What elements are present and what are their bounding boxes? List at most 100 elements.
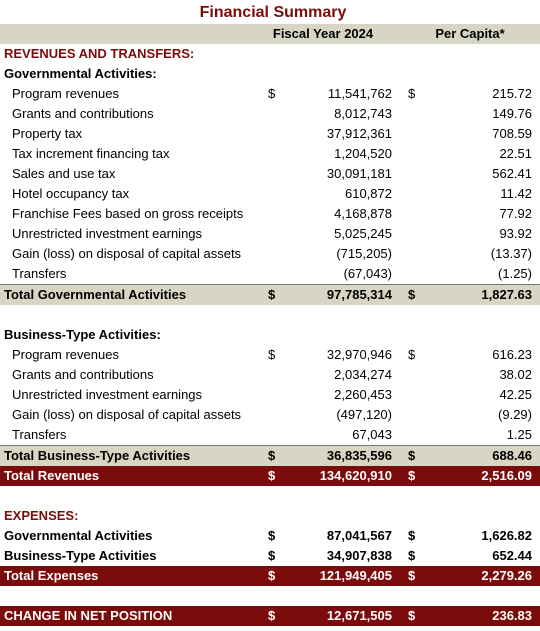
fiscal-year-amount: 4,168,878 [334, 206, 392, 221]
fiscal-year-amount: 134,620,910 [319, 468, 392, 483]
expenses-section-row: EXPENSES: [0, 506, 540, 526]
dollar-sign: $ [408, 528, 416, 543]
per-capita-amount: 1,626.82 [481, 528, 532, 543]
total-revenues-row: Total Revenues $134,620,910 $2,516.09 [0, 466, 540, 486]
row-label: Transfers [12, 266, 67, 281]
row-label: Transfers [12, 427, 67, 442]
table-row: Tax increment financing tax 1,204,520 22.5… [0, 144, 540, 164]
business-heading-row: Business-Type Activities: [0, 325, 540, 345]
row-label: Unrestricted investment earnings [12, 226, 203, 241]
row-label: Program revenues [12, 86, 119, 101]
per-capita-amount: 42.25 [499, 387, 532, 402]
row-label: Unrestricted investment earnings [12, 387, 203, 402]
row-label: Grants and contributions [12, 106, 154, 121]
dollar-sign: $ [408, 568, 416, 583]
net-position-row: CHANGE IN NET POSITION $12,671,505 $236.83 [0, 606, 540, 626]
row-label: Program revenues [12, 347, 119, 362]
dollar-sign: $ [408, 608, 416, 623]
spacer [0, 586, 540, 606]
fiscal-year-header: Fiscal Year 2024 [272, 26, 374, 41]
dollar-sign: $ [268, 548, 276, 563]
row-label: Total Governmental Activities [4, 287, 187, 302]
per-capita-amount: 38.02 [499, 367, 532, 382]
per-capita-amount: 77.92 [499, 206, 532, 221]
per-capita-amount: 562.41 [492, 166, 532, 181]
fiscal-year-amount: 2,260,453 [334, 387, 392, 402]
dollar-sign: $ [408, 86, 416, 101]
revenues-section-heading: REVENUES AND TRANSFERS: [4, 46, 195, 61]
fiscal-year-amount: 121,949,405 [319, 568, 392, 583]
table-row: Hotel occupancy tax 610,872 11.42 [0, 184, 540, 204]
row-label: Franchise Fees based on gross receipts [12, 206, 244, 221]
dollar-sign: $ [268, 448, 276, 463]
table-row: Gain (loss) on disposal of capital asset… [0, 405, 540, 425]
row-label: Tax increment financing tax [12, 146, 170, 161]
fiscal-year-amount: 32,970,946 [326, 347, 392, 362]
row-label: Gain (loss) on disposal of capital asset… [12, 246, 242, 261]
table-row: Franchise Fees based on gross receipts 4,… [0, 204, 540, 224]
fiscal-year-amount: 2,034,274 [334, 367, 392, 382]
expenses-section-heading: EXPENSES: [4, 508, 79, 523]
total-governmental-row: Total Governmental Activities $97,785,314… [0, 284, 540, 305]
fiscal-year-amount: 36,835,596 [326, 448, 392, 463]
table-row: Grants and contributions 8,012,743 149.76 [0, 104, 540, 124]
fiscal-year-amount: 5,025,245 [334, 226, 392, 241]
fiscal-year-amount: 12,671,505 [326, 608, 392, 623]
table-row: Unrestricted investment earnings 2,260,45… [0, 385, 540, 405]
per-capita-amount: 215.72 [492, 86, 532, 101]
total-expenses-row: Total Expenses $121,949,405 $2,279.26 [0, 566, 540, 586]
fiscal-year-amount: 1,204,520 [334, 146, 392, 161]
spacer [0, 486, 540, 506]
row-label: Sales and use tax [12, 166, 116, 181]
table-row: Program revenues $32,970,946 $616.23 [0, 345, 540, 365]
fiscal-year-amount: 610,872 [345, 186, 392, 201]
table-row: Sales and use tax 30,091,181 562.41 [0, 164, 540, 184]
fiscal-year-amount: 87,041,567 [326, 528, 392, 543]
dollar-sign: $ [268, 608, 276, 623]
row-label: Business-Type Activities [4, 548, 157, 563]
fiscal-year-amount: 8,012,743 [334, 106, 392, 121]
per-capita-amount: 11.42 [500, 186, 532, 201]
dollar-sign: $ [268, 468, 276, 483]
dollar-sign: $ [408, 287, 416, 302]
dollar-sign: $ [268, 528, 276, 543]
table-row: Transfers (67,043) (1.25) [0, 264, 540, 284]
per-capita-amount: (1.25) [498, 266, 532, 281]
per-capita-amount: 2,516.09 [481, 468, 532, 483]
per-capita-amount: 688.46 [492, 448, 532, 463]
dollar-sign: $ [268, 86, 276, 101]
fiscal-year-amount: 11,541,762 [327, 86, 392, 101]
dollar-sign: $ [408, 347, 416, 362]
page-title: Financial Summary [199, 4, 347, 21]
per-capita-amount: 93.92 [499, 226, 532, 241]
governmental-heading-row: Governmental Activities: [0, 64, 540, 84]
table-row: Program revenues $11,541,762 $215.72 [0, 84, 540, 104]
per-capita-amount: (13.37) [490, 246, 532, 261]
row-label: Total Business-Type Activities [4, 448, 191, 463]
dollar-sign: $ [268, 347, 276, 362]
governmental-heading: Governmental Activities: [4, 66, 157, 81]
row-label: CHANGE IN NET POSITION [4, 608, 173, 623]
row-label: Property tax [12, 126, 83, 141]
per-capita-header: Per Capita* [435, 26, 505, 41]
per-capita-amount: 616.23 [492, 347, 532, 362]
fiscal-year-amount: (715,205) [336, 246, 392, 261]
fiscal-year-amount: 34,907,838 [326, 548, 392, 563]
fiscal-year-amount: (67,043) [343, 266, 392, 281]
table-row: Gain (loss) on disposal of capital asset… [0, 244, 540, 264]
table-row: Property tax 37,912,361 708.59 [0, 124, 540, 144]
dollar-sign: $ [268, 287, 276, 302]
row-label: Governmental Activities [4, 528, 153, 543]
column-header-row: Fiscal Year 2024 Per Capita* [0, 24, 540, 44]
per-capita-amount: 236.83 [492, 608, 532, 623]
fiscal-year-amount: (497,120) [336, 407, 392, 422]
per-capita-amount: 149.76 [492, 106, 532, 121]
per-capita-amount: 2,279.26 [481, 568, 532, 583]
table-row: Governmental Activities $87,041,567 $1,626… [0, 526, 540, 546]
dollar-sign: $ [408, 468, 416, 483]
revenues-section-row: REVENUES AND TRANSFERS: [0, 44, 540, 64]
table-row: Transfers 67,043 1.25 [0, 425, 540, 445]
row-label: Total Revenues [4, 468, 100, 483]
per-capita-amount: 652.44 [492, 548, 532, 563]
